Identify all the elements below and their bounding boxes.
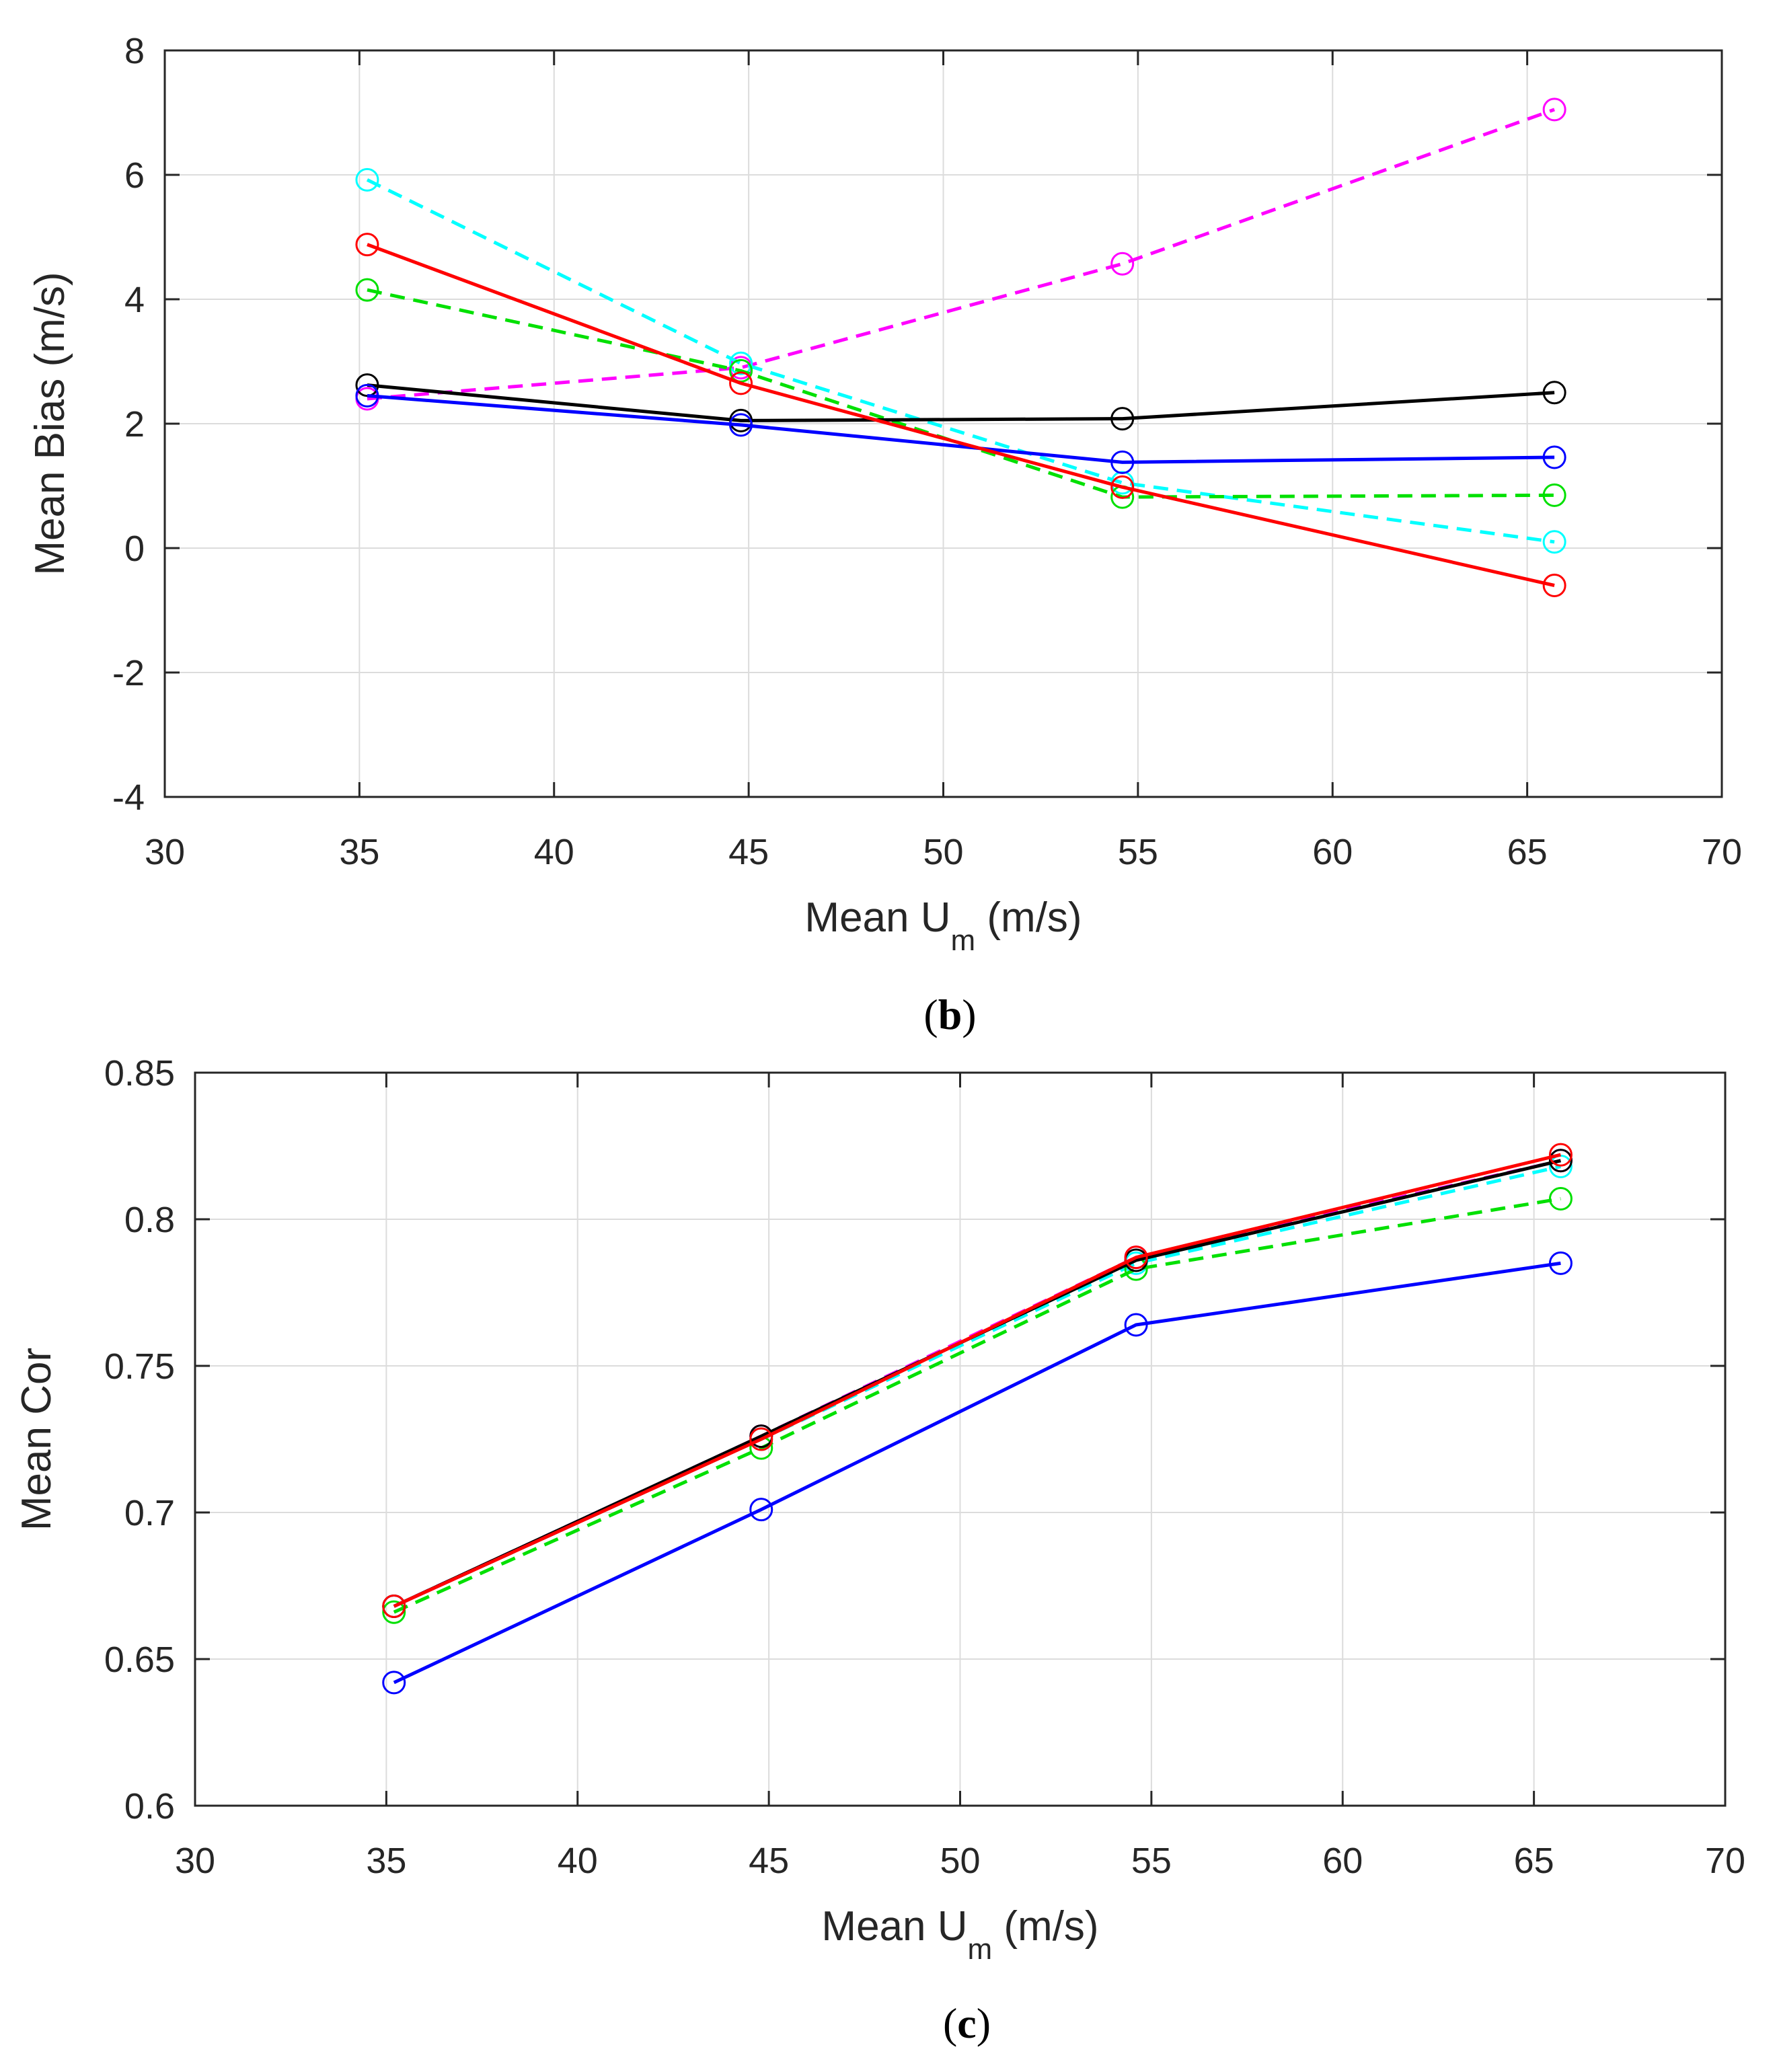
x-tick-label: 45 [728, 832, 769, 872]
x-axis-label-subscript: m [968, 1933, 993, 1966]
data-point [1542, 98, 1566, 122]
data-point [1548, 1149, 1573, 1173]
data-point [382, 1595, 406, 1619]
series-line-1 [366, 178, 1555, 544]
series-line-0 [367, 108, 1555, 401]
data-point [1548, 1143, 1573, 1167]
chart-panel-c: 30 35 40 45 50 55 60 65 70 0.6 0.65 0.7 0.75 0.8 0.85 M… [13, 1053, 1745, 2047]
y-tick-label: 0 [124, 529, 145, 569]
data-point [355, 233, 379, 257]
data-point [382, 1600, 406, 1624]
x-tick-label: 70 [1702, 832, 1742, 872]
x-axis-label-unit: (m/s) [975, 894, 1082, 941]
panel-letter: c [957, 1999, 976, 2047]
x-tick-label: 65 [1507, 832, 1548, 872]
data-point [355, 383, 379, 408]
data-point [1124, 1313, 1148, 1337]
data-point [355, 373, 379, 397]
x-tick-label: 45 [749, 1841, 789, 1881]
data-point [355, 278, 379, 302]
x-axis-label: Mean Um (m/s) [804, 894, 1082, 957]
y-tick-label: 4 [124, 280, 145, 320]
y-tick-label: 0.6 [124, 1786, 175, 1827]
data-point [729, 413, 753, 437]
data-point [749, 1498, 773, 1522]
panel-letter: b [938, 991, 962, 1038]
data-point [355, 167, 379, 192]
x-tick-label: 70 [1705, 1841, 1745, 1881]
y-tick-label: 0.75 [104, 1346, 175, 1387]
x-axis-label-unit: (m/s) [992, 1903, 1098, 1950]
y-tick-label: -2 [112, 653, 145, 693]
data-point [1548, 1251, 1573, 1275]
x-tick-label: 40 [534, 832, 574, 872]
data-point [1542, 381, 1566, 405]
x-tick-label: 60 [1322, 1841, 1363, 1881]
data-point [1124, 1245, 1148, 1270]
y-tick-label: 2 [124, 404, 145, 445]
data-point [1110, 475, 1135, 499]
data-point [1110, 450, 1135, 474]
x-tick-label: 35 [339, 832, 379, 872]
data-point [1548, 1186, 1573, 1211]
data-point [1110, 252, 1135, 276]
y-tick-label: 6 [124, 155, 145, 196]
x-axis-label-main: Mean U [821, 1903, 967, 1950]
data-point [749, 1427, 773, 1451]
y-axis-label: Mean Bias (m/s) [27, 272, 73, 575]
y-tick-label: 0.85 [104, 1053, 175, 1093]
panel-label: (c) [943, 1999, 991, 2047]
x-tick-label: 50 [923, 832, 963, 872]
x-axis-label-subscript: m [951, 924, 976, 957]
series-line-4 [367, 393, 1555, 464]
series-line-5 [393, 1153, 1561, 1608]
y-tick-label: 0.8 [124, 1200, 175, 1240]
data-point [1542, 574, 1566, 597]
x-tick-label: 60 [1312, 832, 1353, 872]
panel-label: (b) [923, 991, 976, 1038]
x-tick-label: 30 [145, 832, 185, 872]
series-line-3 [393, 1261, 1561, 1685]
data-point [729, 351, 753, 375]
x-axis-label: Mean Um (m/s) [821, 1903, 1098, 1966]
y-axis-label: Mean Cor [13, 1348, 60, 1531]
data-point [382, 1671, 406, 1695]
x-tick-label: 55 [1131, 1841, 1172, 1881]
data-point [1542, 483, 1566, 507]
x-tick-label: 35 [366, 1841, 406, 1881]
data-point [1110, 407, 1135, 431]
series-line-3 [367, 383, 1555, 422]
y-tick-label: 8 [124, 31, 145, 71]
x-tick-label: 30 [175, 1841, 215, 1881]
data-point [729, 371, 753, 395]
y-tick-label: 0.65 [104, 1640, 175, 1680]
x-axis-label-main: Mean U [804, 894, 950, 941]
x-tick-label: 40 [558, 1841, 598, 1881]
series-line-2 [393, 1197, 1561, 1614]
y-tick-label: -4 [112, 777, 145, 818]
data-point [1542, 530, 1566, 554]
series-line-5 [367, 243, 1555, 587]
y-tick-label: 0.7 [124, 1493, 175, 1533]
x-tick-label: 55 [1118, 832, 1158, 872]
x-tick-label: 50 [940, 1841, 980, 1881]
data-point [1542, 445, 1566, 469]
x-tick-label: 65 [1514, 1841, 1554, 1881]
series-line-2 [367, 288, 1555, 499]
chart-panel-b: 30 35 40 45 50 55 60 65 70 -4 -2 0 2 4 6 8 Mean Um (m/s)… [27, 31, 1742, 1038]
